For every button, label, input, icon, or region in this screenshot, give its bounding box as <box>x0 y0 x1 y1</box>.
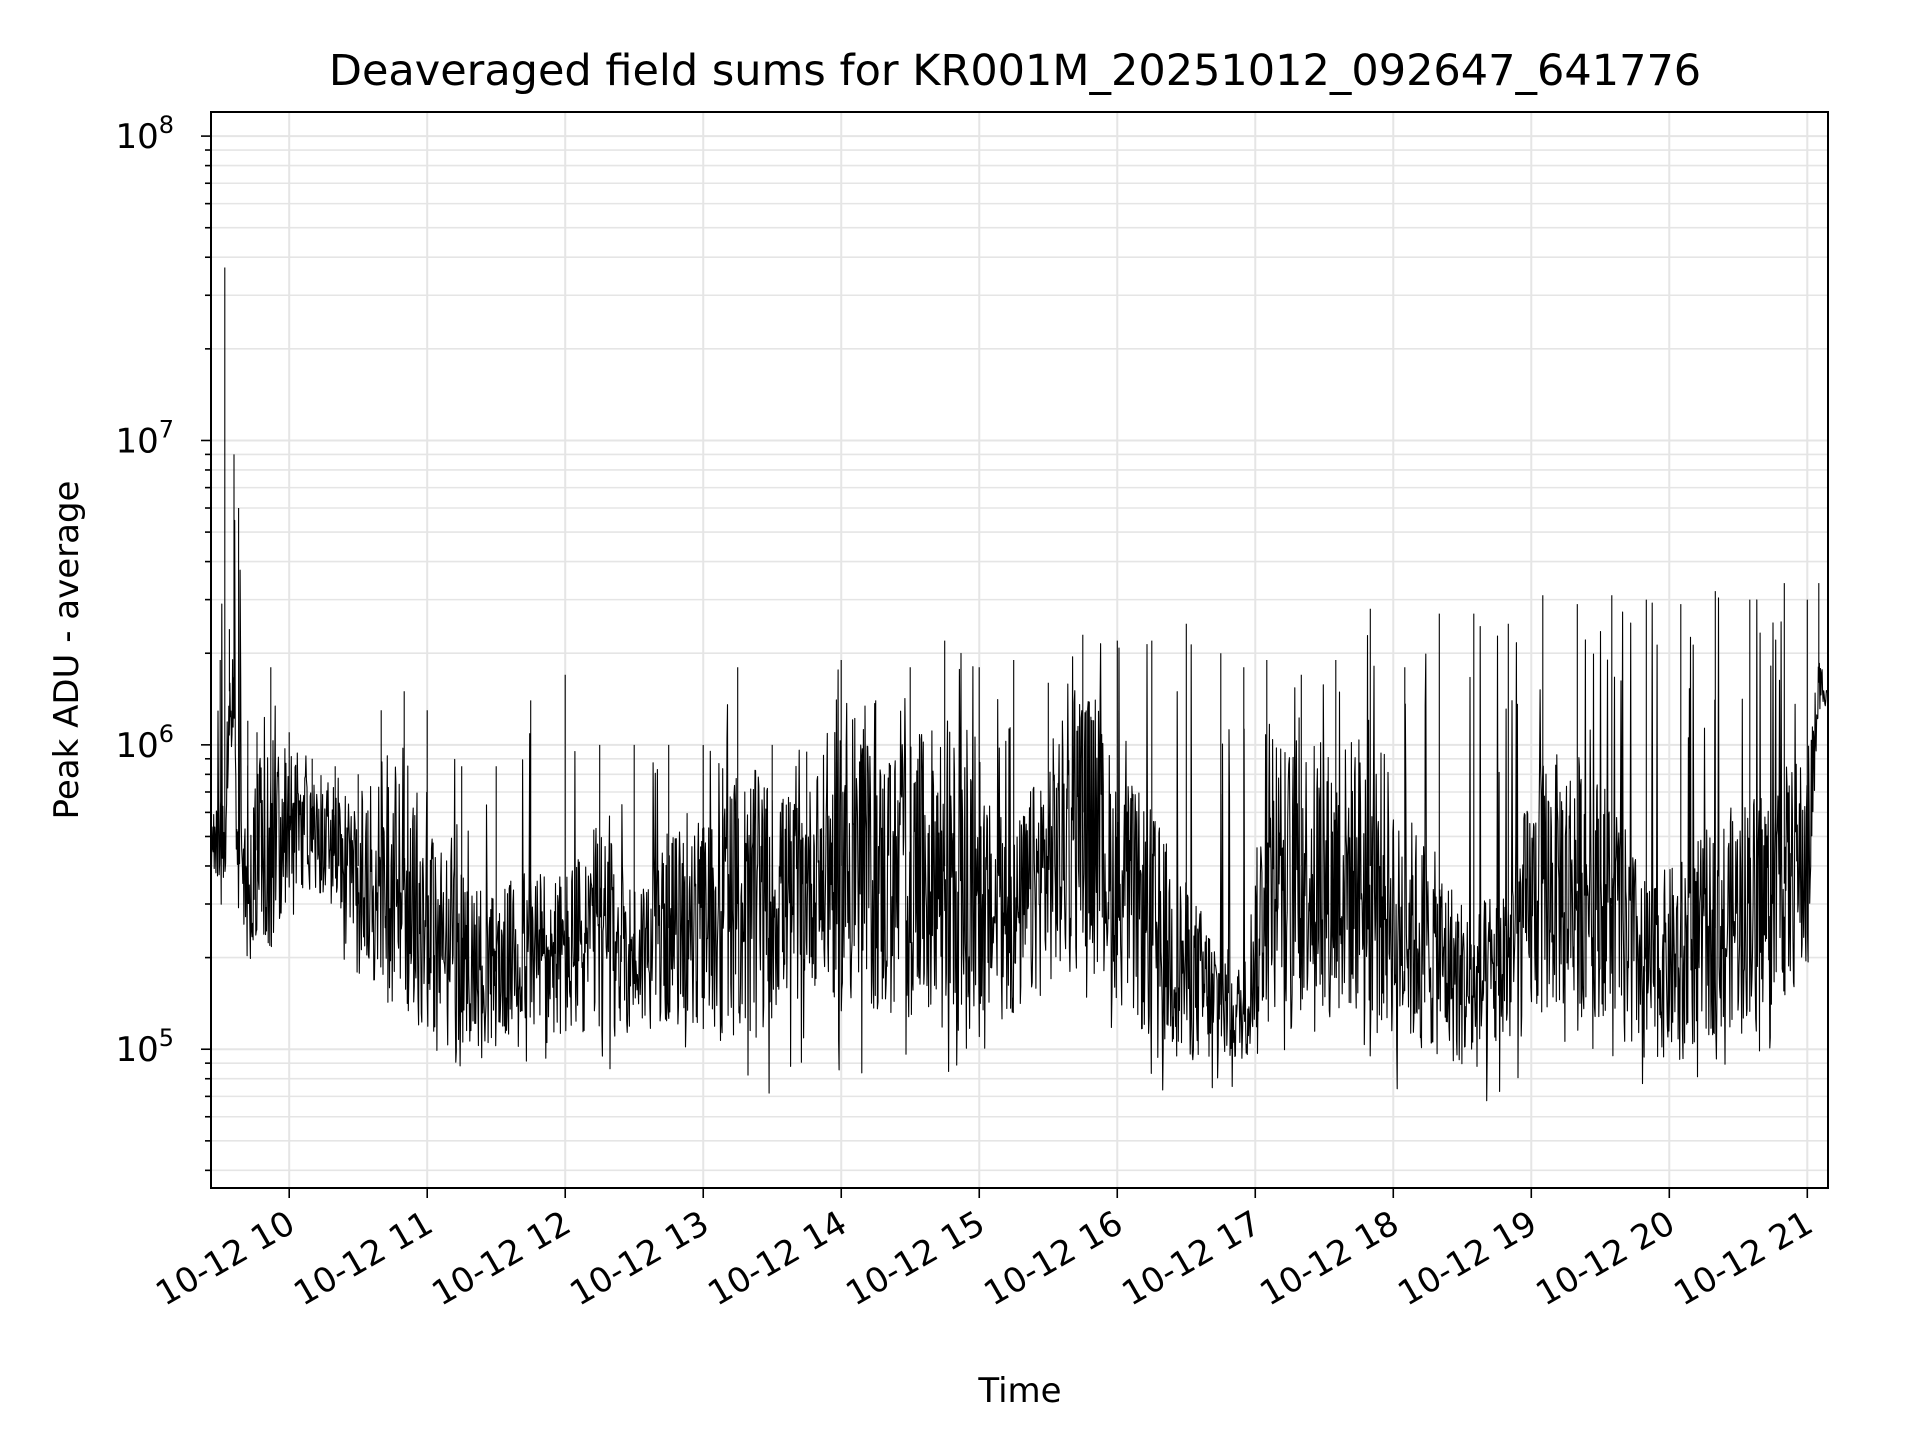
y-tick-label: 107 <box>115 415 174 461</box>
y-tick-exponent: 5 <box>159 1024 174 1052</box>
x-axis-label: Time <box>977 1371 1061 1411</box>
y-tick-exponent: 8 <box>159 111 174 139</box>
series-path <box>210 153 1829 1102</box>
y-axis-label: Peak ADU - average <box>47 481 87 820</box>
y-tick-exponent: 6 <box>159 720 174 748</box>
series-line <box>210 153 1829 1102</box>
chart-title: Deaveraged field sums for KR001M_2025101… <box>329 46 1701 96</box>
plot-area-frame <box>210 111 1829 1189</box>
y-tick-exponent: 7 <box>159 415 174 443</box>
